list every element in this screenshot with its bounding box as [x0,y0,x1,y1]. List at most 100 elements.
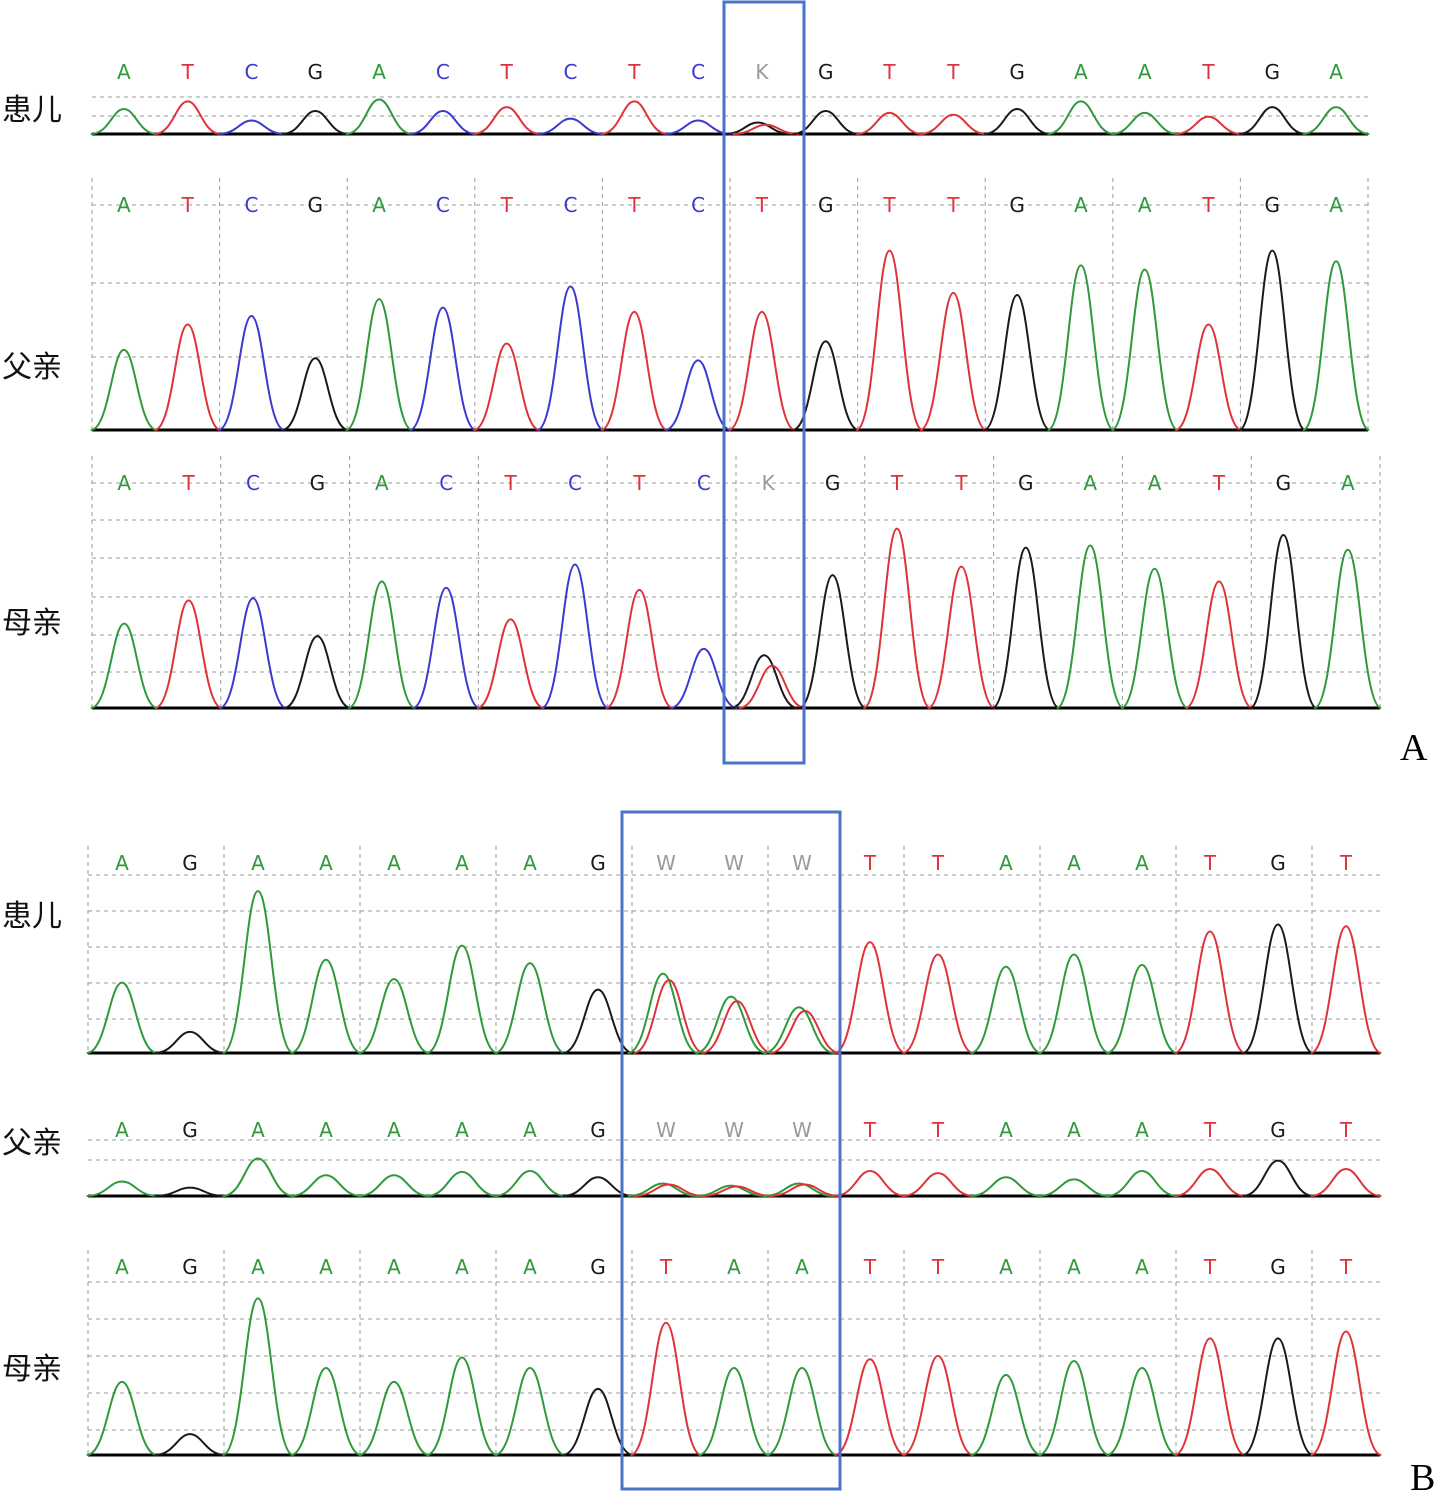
base-call-label: C [436,60,450,84]
base-call-label: T [627,193,641,217]
trace-peak [562,1387,634,1456]
trace-peak [1242,1337,1314,1456]
trace-peak [1111,111,1178,135]
trace-peak [1047,264,1115,431]
trace-peak [222,1157,294,1197]
base-call-label: W [724,1118,744,1142]
base-call-label: C [568,471,582,495]
base-call-label: A [1148,471,1162,495]
trace-peak [902,1354,974,1456]
trace-peak [863,527,931,709]
base-call-label: A [1329,60,1343,84]
trace-peak [1038,953,1110,1054]
trace-peak [1313,548,1382,709]
trace-peak [763,1006,835,1054]
trace-peak [290,1366,362,1456]
trace-grid [91,178,1369,430]
base-call-label: G [1009,193,1025,217]
trace-peak [834,1358,906,1456]
base-call-label: T [1339,1255,1353,1279]
trace-peak [290,1174,362,1197]
base-call-label: A [115,1255,129,1279]
trace-peak [1238,249,1306,431]
base-call-label: A [999,1255,1013,1279]
trace-peak [695,1184,767,1197]
trace-peak [86,1180,158,1197]
panel-label-a: A [1400,727,1428,769]
base-call-label: W [656,851,676,875]
trace-grid [92,96,1368,117]
trace-peak [664,119,732,135]
trace-peak [222,1297,294,1456]
base-call-label: G [1270,851,1286,875]
trace-peak [1174,323,1243,431]
trace-peak [834,1170,906,1197]
trace-peak [1174,1337,1246,1456]
trace-grid [91,456,1381,708]
trace-peak [766,1366,838,1456]
base-call-label: A [375,471,389,495]
base-call-label: A [372,60,386,84]
base-call-label: T [181,471,195,495]
trace-peak [1242,923,1314,1054]
trace-peak [730,654,798,709]
base-call-label: A [1067,851,1081,875]
base-call-label: G [1009,60,1025,84]
base-call-label: A [251,1118,265,1142]
base-call-label: T [931,1255,945,1279]
base-call-label: A [115,851,129,875]
base-call-label: A [1074,60,1088,84]
trace-peak [473,106,541,135]
base-call-label: T [1203,1255,1217,1279]
base-call-label: A [117,193,131,217]
trace-peak [537,117,604,135]
trace-peak [86,981,158,1054]
variant-highlight-boxes [620,0,842,1491]
trace-peak [1120,567,1189,709]
trace-peak [409,306,477,431]
base-call-label: G [1270,1118,1286,1142]
person-label-a-father: 父亲 [2,350,62,385]
trace-peak [1310,1330,1382,1456]
base-call-label: A [727,1255,741,1279]
trace-peak [494,962,566,1054]
base-call-label: G [182,1255,198,1279]
trace-peak [856,111,923,135]
trace-peak [732,123,800,135]
trace-peak [283,635,352,709]
base-call-label: T [503,471,517,495]
base-call-label: W [656,1118,676,1142]
base-call-label: G [182,851,198,875]
trace-peak [154,1030,226,1054]
base-call-label: G [818,60,834,84]
base-call-label: A [1135,1118,1149,1142]
trace-peak [1310,1167,1382,1197]
base-call-label: G [308,193,324,217]
trace-peak [358,1174,430,1197]
base-call-label: G [1265,60,1281,84]
base-call-label: A [455,1118,469,1142]
base-call-label: G [1265,193,1281,217]
trace-peak [426,1356,498,1456]
base-call-label: A [1067,1118,1081,1142]
base-call-label: A [1135,851,1149,875]
base-call-label: G [1018,471,1034,495]
base-call-label: C [691,193,705,217]
trace-peak [154,1186,226,1197]
trace-peak [769,1183,841,1197]
base-call-label: A [999,851,1013,875]
trace-peak [983,293,1051,431]
variant-box-b [620,810,842,1491]
trace-peak [282,109,349,135]
base-call-label: C [697,471,711,495]
base-call-label: W [792,1118,812,1142]
trace-peak [409,109,477,135]
base-call-label: A [319,1118,333,1142]
trace-peak [605,588,674,709]
trace-peak [476,618,545,709]
trace-peak [154,323,222,431]
trace-peak [902,1172,974,1197]
base-call-label: C [439,471,453,495]
base-call-label: A [1138,193,1152,217]
